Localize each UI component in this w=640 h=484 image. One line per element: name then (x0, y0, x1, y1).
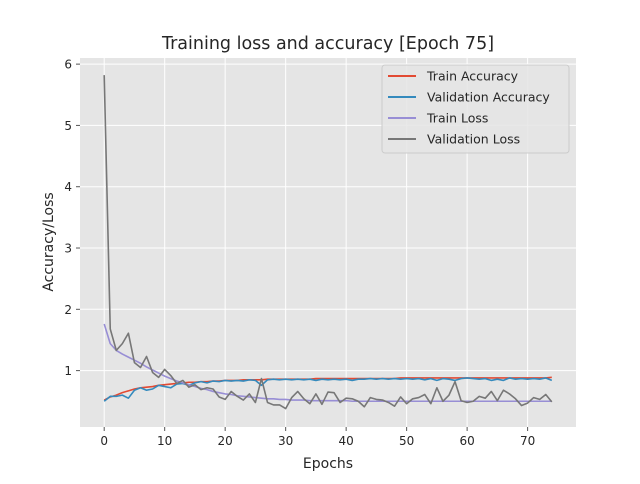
series-line-validation-loss (103, 75, 553, 410)
x-tick-label: 0 (100, 434, 108, 448)
legend-label-validation-accuracy: Validation Accuracy (427, 90, 550, 105)
y-tick-label: 6 (64, 58, 72, 72)
x-tick-label: 50 (399, 434, 414, 448)
y-tick-label: 3 (64, 242, 72, 256)
y-tick-label: 1 (64, 364, 72, 378)
legend-label-train-loss: Train Loss (426, 111, 488, 126)
y-axis-label: Accuracy/Loss (41, 192, 57, 291)
x-tick-label: 70 (520, 434, 535, 448)
x-tick-label: 60 (459, 434, 474, 448)
x-tick-label: 20 (218, 434, 233, 448)
series-line-validation-accuracy (103, 377, 553, 402)
series-lines (103, 75, 553, 410)
legend-label-validation-loss: Validation Loss (427, 132, 520, 147)
x-tick-label: 40 (339, 434, 354, 448)
y-tick-label: 5 (64, 119, 72, 133)
y-tick-label: 2 (64, 303, 72, 317)
x-tick-label: 30 (278, 434, 293, 448)
x-axis-ticks: 0 10 20 30 40 50 60 70 (100, 427, 535, 448)
chart-title: Training loss and accuracy [Epoch 75] (161, 34, 494, 54)
legend-box (381, 64, 570, 154)
x-axis-label: Epochs (303, 456, 353, 472)
y-tick-label: 4 (64, 180, 72, 194)
y-axis-ticks: 1 2 3 4 5 6 (64, 58, 80, 378)
legend-label-train-accuracy: Train Accuracy (426, 69, 519, 84)
x-tick-label: 10 (157, 434, 172, 448)
legend: Train Accuracy Validation Accuracy Train L… (381, 64, 570, 154)
